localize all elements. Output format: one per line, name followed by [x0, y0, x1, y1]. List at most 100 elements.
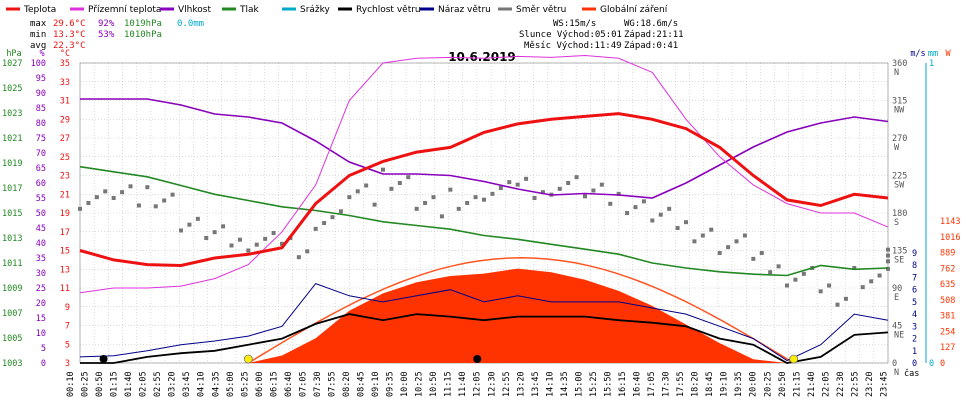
mm-axis-label: mm [928, 49, 938, 59]
x-tick: 19:35 [734, 371, 744, 397]
x-tick: 20:25 [763, 371, 773, 397]
wind-direction-point [322, 221, 327, 225]
stat-max-press: 1019hPa [124, 19, 162, 29]
hpa-tick: 1013 [2, 234, 22, 244]
temp-tick: 21 [60, 190, 70, 200]
temp-tick: 11 [60, 284, 70, 294]
x-tick: 13:45 [531, 371, 541, 397]
pressure-line [79, 165, 889, 277]
dir-tick-label: NW [894, 106, 905, 116]
hpa-tick: 1019 [2, 159, 22, 169]
stat-rain: 0.0mm [177, 19, 204, 29]
dir-tick: 90 [892, 284, 902, 294]
w-tick: 127 [940, 343, 955, 353]
ms-tick: 9 [912, 249, 917, 259]
stat-max-hum: 92% [98, 19, 115, 29]
ms-tick: 8 [912, 261, 917, 271]
dir-tick: 45 [892, 322, 902, 332]
wind-direction-point [490, 191, 495, 196]
wind-direction-point [355, 189, 360, 194]
hpa-tick: 1005 [2, 334, 22, 344]
wind-direction-point [700, 233, 705, 238]
sunset-marker [789, 354, 799, 364]
theoretical-radiation-line [247, 257, 795, 364]
w-tick: 508 [940, 296, 955, 306]
w-tick: 635 [940, 280, 955, 290]
ms-tick: 1 [912, 347, 917, 357]
wind-direction-point [86, 201, 91, 205]
x-tick: 07:55 [327, 371, 337, 397]
w-tick: 762 [940, 264, 955, 274]
pct-tick: 20 [36, 299, 46, 309]
x-tick: 15:50 [603, 371, 613, 397]
pct-tick: 45 [36, 224, 46, 234]
stat-avg-label: avg [30, 41, 46, 51]
stat-wg: WG:18.6m/s [624, 19, 678, 29]
wind-direction-point [785, 283, 789, 288]
temp-tick: 13 [60, 265, 70, 275]
pct-tick: 65 [36, 164, 46, 174]
legend-entry: Srážky [300, 5, 331, 15]
stat-avg-temp: 22.3°C [53, 41, 86, 51]
dir-tick-label: N [894, 368, 899, 378]
wind-direction-point [793, 277, 798, 282]
legend-entry: Směr větru [516, 5, 566, 15]
wind-direction-point [212, 230, 217, 235]
x-tick: 04:35 [211, 371, 221, 397]
ms-axis-label: m/s [910, 49, 925, 59]
temp-tick: 25 [60, 153, 70, 163]
x-tick: 10:25 [415, 371, 425, 397]
temp-tick: 35 [60, 59, 70, 69]
x-tick: 13:20 [516, 371, 526, 397]
wind-direction-point [338, 209, 343, 214]
wind-direction-point [886, 259, 890, 264]
x-tick: 02:05 [139, 371, 149, 397]
dir-tick-label: N [894, 68, 899, 78]
legend-entry: Náraz větru [438, 5, 491, 15]
wind-direction-point [271, 231, 276, 235]
dir-tick: 360 [892, 59, 907, 69]
x-tick: 22:05 [821, 371, 831, 397]
wind-direction-point [187, 222, 192, 227]
stat-min-hum: 53% [98, 30, 115, 40]
x-tick: 07:05 [298, 371, 308, 397]
wind-direction-point [170, 192, 175, 197]
x-tick: 19:10 [720, 371, 730, 397]
w-tick: 1016 [940, 233, 960, 243]
x-tick: 10:00 [400, 371, 410, 397]
wind-direction-point [103, 189, 108, 194]
w-tick: 889 [940, 249, 955, 259]
stat-sunset: Západ:21:11 [624, 30, 684, 40]
wind-direction-point [221, 224, 226, 229]
wind-direction-point [608, 201, 613, 206]
x-tick: 09:10 [371, 371, 381, 397]
wind-direction-point [153, 204, 158, 209]
temp-tick: 23 [60, 172, 70, 182]
wind-direction-point [625, 211, 630, 215]
temp-tick: 7 [65, 322, 70, 332]
temp-tick: 15 [60, 247, 70, 257]
wind-direction-point [507, 180, 512, 185]
temp-tick: 31 [60, 97, 70, 107]
x-tick: 12:30 [487, 371, 497, 397]
wind-direction-point [667, 206, 672, 211]
hpa-tick: 1011 [2, 259, 22, 269]
dir-tick-label: SE [894, 256, 904, 266]
wind-direction-point [877, 273, 882, 278]
temp-tick: 29 [60, 115, 70, 125]
x-tick: 12:55 [502, 371, 512, 397]
pct-tick: 5 [41, 344, 46, 354]
wind-direction-point [515, 182, 520, 187]
wind-direction-point [414, 206, 419, 211]
dir-tick-label: E [894, 293, 899, 303]
x-tick: 22:55 [850, 371, 860, 397]
hpa-tick: 1027 [2, 59, 22, 69]
x-tick: 07:30 [313, 371, 323, 397]
dir-tick: 315 [892, 97, 907, 107]
pct-tick: 40 [36, 239, 46, 249]
legend-entry: Vlhkost [178, 5, 211, 15]
wind-direction-point [692, 239, 697, 244]
stat-min-press: 1010hPa [124, 30, 162, 40]
wind-direction-point [641, 199, 646, 204]
wind-direction-point [364, 183, 369, 188]
